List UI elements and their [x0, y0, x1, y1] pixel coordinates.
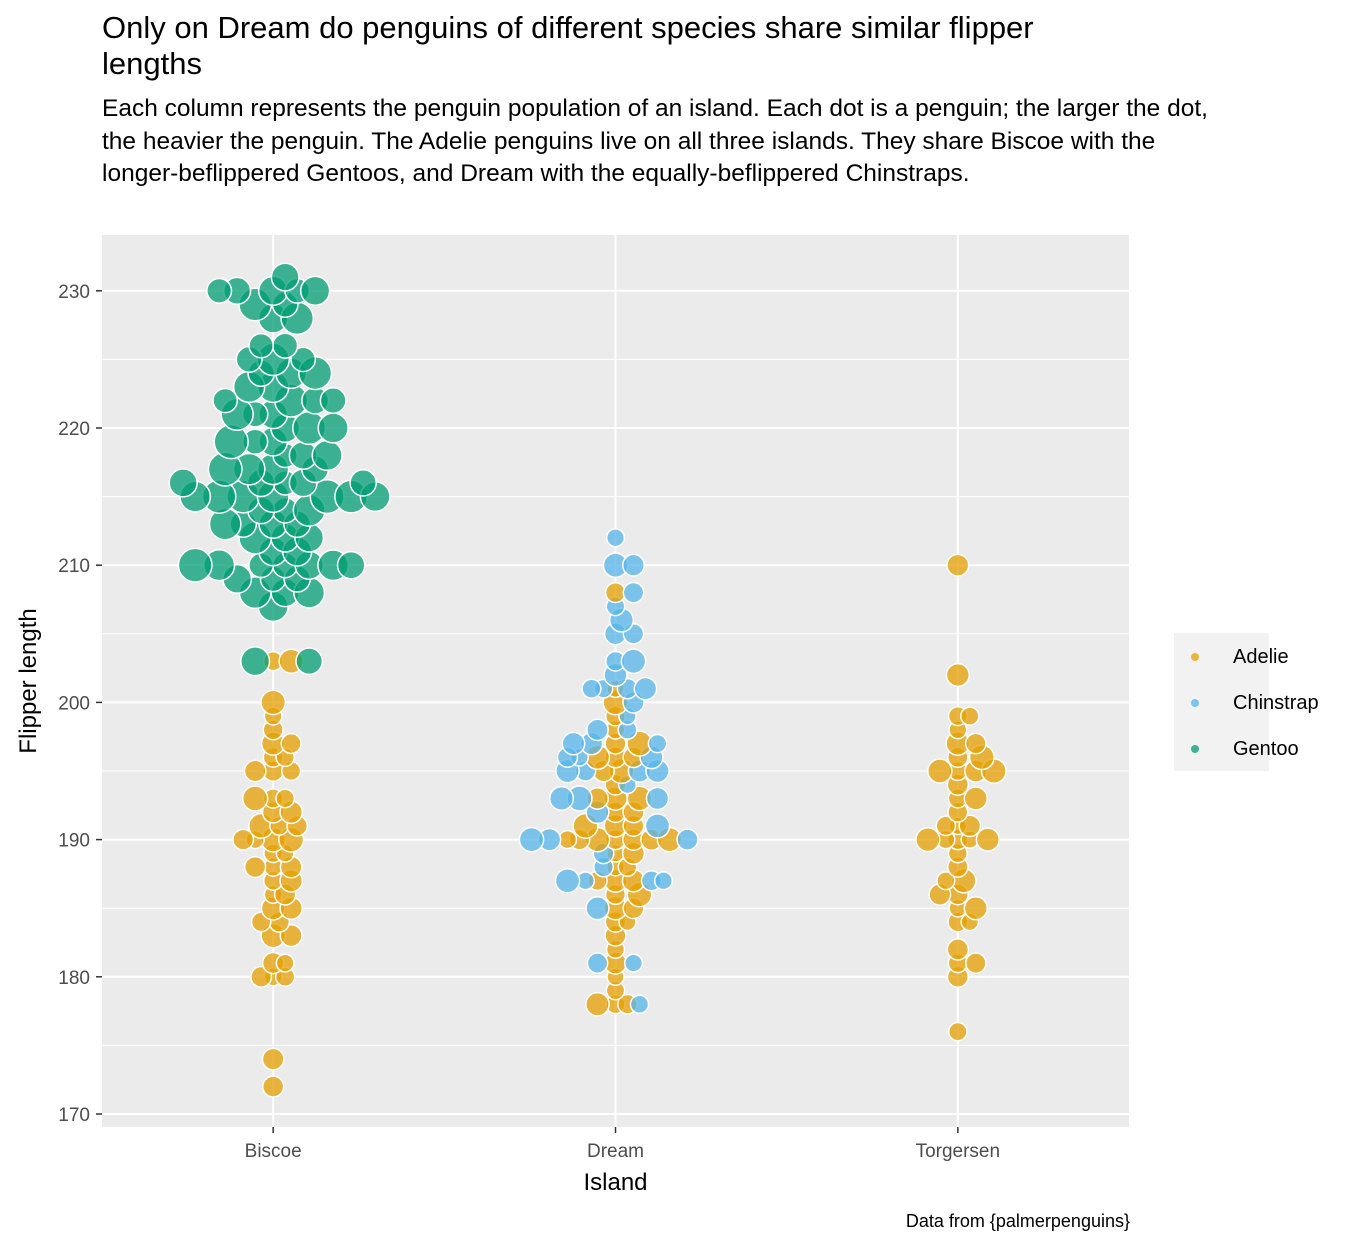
data-point-adelie: [243, 759, 267, 783]
y-tick-label: 220: [58, 419, 90, 440]
data-point-gentoo: [177, 547, 213, 583]
legend-dot-adelie: [1191, 653, 1199, 661]
data-point-gentoo: [206, 277, 233, 304]
data-point-chinstrap: [653, 871, 674, 891]
legend-label-adelie: Adelie: [1233, 646, 1289, 668]
data-point-adelie: [946, 553, 970, 577]
legend-item-gentoo: Gentoo: [1174, 727, 1354, 771]
chart-caption: Data from {palmerpenguins}: [905, 1211, 1130, 1231]
data-point-gentoo: [311, 439, 343, 472]
x-tick-label: Biscoe: [245, 1141, 302, 1162]
data-point-adelie: [261, 1047, 285, 1071]
chart-title: Only on Dream do penguins of different s…: [102, 10, 1034, 81]
legend-item-adelie: Adelie: [1174, 635, 1354, 679]
data-point-adelie: [275, 788, 296, 809]
data-point-adelie: [936, 871, 956, 891]
data-point-chinstrap: [620, 648, 647, 675]
data-point-adelie: [964, 952, 987, 974]
data-point-adelie: [935, 815, 957, 837]
data-point-chinstrap: [561, 731, 586, 756]
data-point-adelie: [232, 828, 255, 851]
data-point-adelie: [963, 895, 989, 921]
chart-subtitle: Each column represents the penguin popul…: [102, 95, 1208, 187]
data-point-gentoo: [317, 412, 349, 444]
y-tick-label: 190: [58, 831, 90, 852]
data-point-gentoo: [168, 468, 198, 498]
data-point-chinstrap: [621, 553, 646, 577]
data-point-chinstrap: [581, 678, 602, 699]
y-tick-label: 180: [58, 968, 90, 989]
x-axis-title: Island: [583, 1169, 647, 1196]
data-point-gentoo: [272, 332, 299, 359]
y-tick-label: 200: [58, 693, 90, 714]
data-point-adelie: [280, 732, 302, 755]
data-point-chinstrap: [676, 828, 699, 851]
data-point-adelie: [927, 758, 953, 784]
data-point-adelie: [947, 1021, 968, 1042]
data-point-gentoo: [240, 646, 271, 677]
data-point-gentoo: [295, 647, 324, 676]
data-point-adelie: [960, 706, 980, 726]
data-point-adelie: [915, 826, 941, 853]
data-point-gentoo: [336, 550, 366, 580]
data-point-adelie: [975, 827, 1000, 852]
data-point-chinstrap: [586, 952, 609, 974]
data-point-gentoo: [290, 346, 317, 373]
data-point-adelie: [958, 814, 982, 838]
data-point-gentoo: [299, 275, 331, 306]
data-point-gentoo: [349, 469, 377, 497]
legend-item-chinstrap: Chinstrap: [1174, 681, 1354, 725]
data-point-adelie: [604, 582, 627, 604]
data-point-chinstrap: [586, 718, 609, 742]
data-point-chinstrap: [605, 528, 626, 548]
y-tick-label: 230: [58, 282, 90, 303]
data-point-chinstrap: [548, 785, 575, 812]
data-point-adelie: [945, 662, 970, 688]
data-point-adelie: [243, 855, 267, 879]
data-point-adelie: [946, 938, 970, 961]
data-point-adelie: [261, 1075, 285, 1098]
y-tick-label: 210: [58, 556, 90, 577]
legend-dot-chinstrap: [1191, 699, 1199, 707]
x-tick-label: Torgersen: [916, 1141, 1001, 1162]
legend-label-gentoo: Gentoo: [1233, 738, 1299, 760]
legend-label-chinstrap: Chinstrap: [1233, 692, 1319, 714]
data-point-gentoo: [248, 332, 275, 359]
data-point-chinstrap: [647, 733, 668, 754]
legend-dot-gentoo: [1191, 745, 1199, 753]
data-point-gentoo: [319, 387, 347, 415]
data-point-chinstrap: [633, 676, 658, 701]
y-tick-label: 170: [58, 1105, 90, 1126]
data-point-chinstrap: [645, 786, 670, 811]
x-tick-label: Dream: [587, 1141, 644, 1162]
data-point-adelie: [275, 953, 295, 973]
legend: Adelie Chinstrap Gentoo: [1174, 633, 1319, 771]
data-point-chinstrap: [554, 867, 581, 894]
data-point-gentoo: [270, 262, 300, 292]
data-point-adelie: [260, 689, 287, 716]
data-point-chinstrap: [629, 994, 650, 1015]
y-axis-title: Flipper length: [15, 608, 42, 753]
data-point-adelie: [241, 785, 269, 812]
data-point-chinstrap: [644, 813, 671, 839]
data-point-adelie: [964, 732, 987, 755]
data-point-adelie: [963, 786, 989, 811]
data-point-chinstrap: [622, 581, 645, 604]
data-point-adelie: [585, 991, 610, 1017]
data-point-chinstrap: [623, 953, 644, 973]
data-point-chinstrap: [518, 826, 545, 853]
data-point-gentoo: [212, 387, 239, 414]
data-point-chinstrap: [585, 895, 610, 921]
